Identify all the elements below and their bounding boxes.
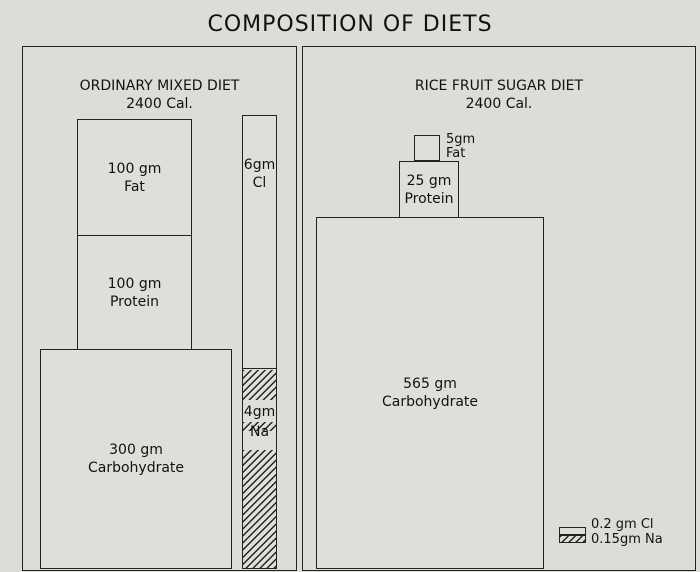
left-carbohydrate-amount: 300 gm (109, 442, 163, 458)
left-electrolyte-column: 6gm Cl 4gm Na (242, 115, 277, 569)
left-carbohydrate-box: 300 gm Carbohydrate (40, 349, 232, 569)
left-fat-label: Fat (124, 179, 145, 195)
right-fat-box (414, 135, 440, 161)
ordinary-mixed-diet-panel: ORDINARY MIXED DIET 2400 Cal. 100 gm Fat… (22, 46, 297, 571)
left-cl-label: Cl (252, 175, 267, 191)
left-protein-box: 100 gm Protein (77, 235, 192, 351)
left-na-hatch-upper (243, 370, 276, 400)
left-cl-na-divider (243, 368, 276, 369)
right-carbohydrate-box: 565 gm Carbohydrate (316, 217, 544, 569)
right-protein-label: Protein (404, 191, 454, 207)
rice-fruit-sugar-diet-panel: RICE FRUIT SUGAR DIET 2400 Cal. 5gm Fat … (302, 46, 696, 571)
right-protein-amount: 25 gm (406, 173, 452, 189)
right-fat-label-group: 5gm Fat (446, 133, 475, 161)
left-panel-calories: 2400 Cal. (126, 96, 193, 112)
right-panel-calories: 2400 Cal. (465, 96, 533, 112)
left-cl-label-group: 6gm Cl (243, 156, 276, 192)
left-protein-label: Protein (109, 294, 160, 310)
right-carbohydrate-amount: 565 gm (403, 376, 457, 392)
left-carbohydrate-label: Carbohydrate (87, 460, 185, 476)
right-cl-swatch (559, 527, 586, 535)
left-cl-amount: 6gm (243, 157, 276, 173)
right-fat-label: Fat (446, 146, 466, 161)
right-cl-label: 0.2 gm Cl (591, 517, 654, 532)
left-na-amount: 4gm (243, 404, 276, 420)
right-na-swatch (559, 535, 586, 543)
right-fat-amount: 5gm (446, 132, 476, 147)
figure-title: COMPOSITION OF DIETS (207, 12, 493, 37)
left-na-label: Na (249, 424, 270, 440)
right-protein-box: 25 gm Protein (399, 161, 459, 219)
left-protein-amount: 100 gm (107, 276, 162, 292)
left-panel-heading: ORDINARY MIXED DIET 2400 Cal. (23, 77, 296, 113)
right-na-label: 0.15gm Na (591, 532, 663, 547)
right-panel-heading: RICE FRUIT SUGAR DIET 2400 Cal. (303, 77, 695, 113)
right-carbohydrate-label: Carbohydrate (381, 394, 479, 410)
right-panel-name: RICE FRUIT SUGAR DIET (414, 78, 584, 94)
left-fat-amount: 100 gm (107, 161, 162, 177)
left-na-label-group: 4gm Na (243, 402, 276, 442)
left-panel-name: ORDINARY MIXED DIET (79, 78, 240, 94)
left-na-hatch-middle (243, 422, 276, 431)
left-fat-box: 100 gm Fat (77, 119, 192, 237)
left-na-hatch-lower (243, 450, 276, 568)
